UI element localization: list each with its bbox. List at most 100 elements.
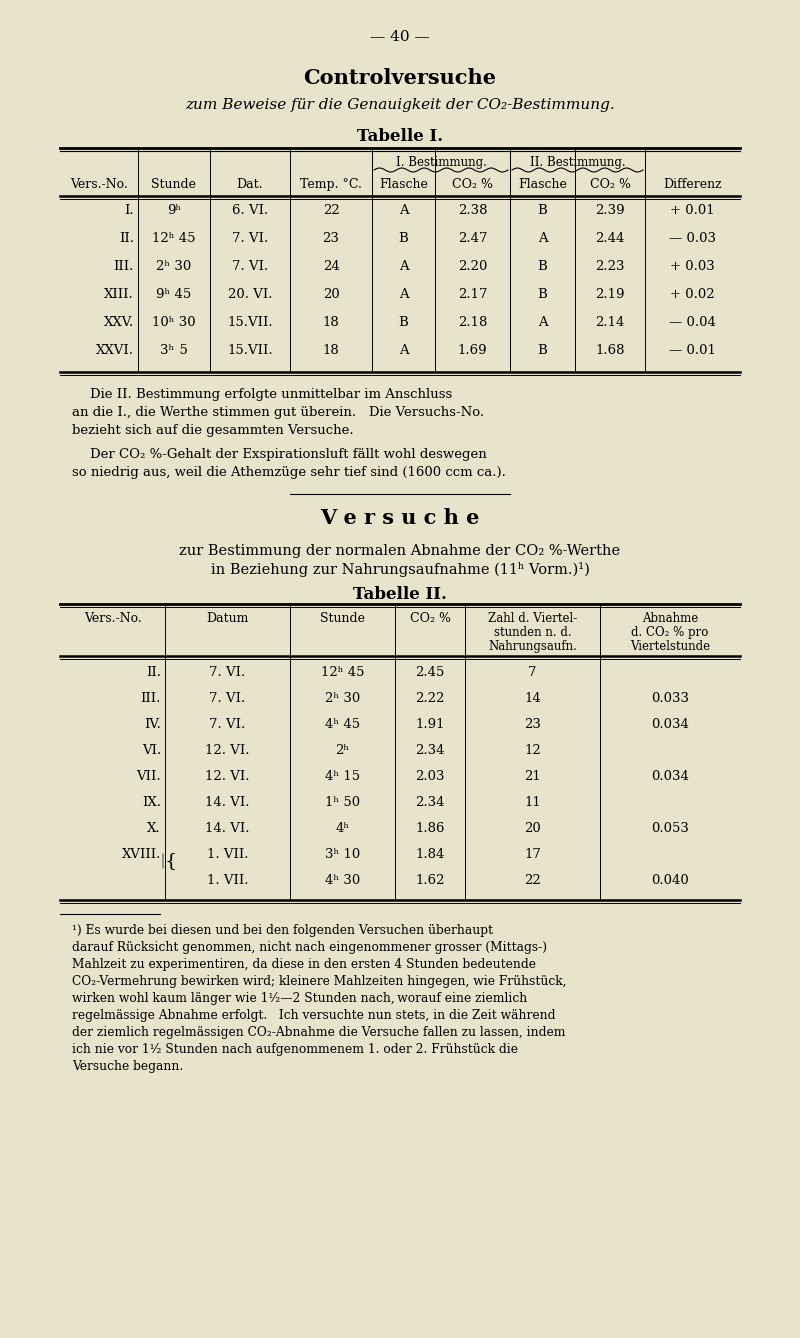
Text: B: B: [538, 260, 547, 273]
Text: V e r s u c h e: V e r s u c h e: [320, 508, 480, 529]
Text: 14. VI.: 14. VI.: [206, 796, 250, 809]
Text: ich nie vor 1¹⁄₂ Stunden nach aufgenommenem 1. oder 2. Frühstück die: ich nie vor 1¹⁄₂ Stunden nach aufgenomme…: [72, 1044, 518, 1056]
Text: 12: 12: [524, 744, 541, 757]
Text: 2.23: 2.23: [595, 260, 625, 273]
Text: Temp. °C.: Temp. °C.: [300, 178, 362, 191]
Text: 2ʰ 30: 2ʰ 30: [325, 692, 360, 705]
Text: Zahl d. Viertel-: Zahl d. Viertel-: [488, 611, 577, 625]
Text: 1. VII.: 1. VII.: [206, 848, 248, 860]
Text: 1ʰ 50: 1ʰ 50: [325, 796, 360, 809]
Text: 2.38: 2.38: [458, 203, 487, 217]
Text: regelmässige Abnahme erfolgt.   Ich versuchte nun stets, in die Zeit während: regelmässige Abnahme erfolgt. Ich versuc…: [72, 1009, 555, 1022]
Text: B: B: [398, 316, 408, 329]
Text: 2.34: 2.34: [415, 796, 445, 809]
Text: darauf Rücksicht genommen, nicht nach eingenommener grosser (Mittags-): darauf Rücksicht genommen, nicht nach ei…: [72, 941, 547, 954]
Text: 18: 18: [322, 344, 339, 357]
Text: 12ʰ 45: 12ʰ 45: [321, 666, 364, 678]
Text: Nahrungsaufn.: Nahrungsaufn.: [488, 640, 577, 653]
Text: A: A: [398, 288, 408, 301]
Text: 2.19: 2.19: [595, 288, 625, 301]
Text: A: A: [398, 260, 408, 273]
Text: — 0.01: — 0.01: [669, 344, 716, 357]
Text: — 0.04: — 0.04: [669, 316, 716, 329]
Text: 20. VI.: 20. VI.: [228, 288, 272, 301]
Text: + 0.03: + 0.03: [670, 260, 715, 273]
Text: 7. VI.: 7. VI.: [232, 231, 268, 245]
Text: 9ʰ: 9ʰ: [167, 203, 181, 217]
Text: 14: 14: [524, 692, 541, 705]
Text: 2.39: 2.39: [595, 203, 625, 217]
Text: Flasche: Flasche: [379, 178, 428, 191]
Text: 21: 21: [524, 769, 541, 783]
Text: 1.62: 1.62: [415, 874, 445, 887]
Text: B: B: [538, 344, 547, 357]
Text: 2.44: 2.44: [595, 231, 625, 245]
Text: 15.VII.: 15.VII.: [227, 344, 273, 357]
Text: IX.: IX.: [142, 796, 161, 809]
Text: wirken wohl kaum länger wie 1¹⁄₂—2 Stunden nach, worauf eine ziemlich: wirken wohl kaum länger wie 1¹⁄₂—2 Stund…: [72, 991, 527, 1005]
Text: IV.: IV.: [144, 719, 161, 731]
Text: 7: 7: [528, 666, 537, 678]
Text: Stunde: Stunde: [151, 178, 197, 191]
Text: Abnahme: Abnahme: [642, 611, 698, 625]
Text: 0.040: 0.040: [651, 874, 689, 887]
Text: 2.18: 2.18: [458, 316, 487, 329]
Text: zur Bestimmung der normalen Abnahme der CO₂ %-Werthe: zur Bestimmung der normalen Abnahme der …: [179, 545, 621, 558]
Text: 7. VI.: 7. VI.: [210, 692, 246, 705]
Text: 0.053: 0.053: [651, 822, 689, 835]
Text: B: B: [398, 231, 408, 245]
Text: {: {: [165, 852, 178, 870]
Text: bezieht sich auf die gesammten Versuche.: bezieht sich auf die gesammten Versuche.: [72, 424, 354, 438]
Text: A: A: [398, 203, 408, 217]
Text: Versuche begann.: Versuche begann.: [72, 1060, 183, 1073]
Text: 7. VI.: 7. VI.: [232, 260, 268, 273]
Text: Datum: Datum: [206, 611, 249, 625]
Text: 3ʰ 10: 3ʰ 10: [325, 848, 360, 860]
Text: 17: 17: [524, 848, 541, 860]
Text: Viertelstunde: Viertelstunde: [630, 640, 710, 653]
Text: Stunde: Stunde: [320, 611, 365, 625]
Text: 2.14: 2.14: [595, 316, 625, 329]
Text: XVIII.: XVIII.: [122, 848, 161, 860]
Text: CO₂ %: CO₂ %: [410, 611, 450, 625]
Text: — 40 —: — 40 —: [370, 29, 430, 44]
Text: 1.69: 1.69: [458, 344, 487, 357]
Text: der ziemlich regelmässigen CO₂-Abnahme die Versuche fallen zu lassen, indem: der ziemlich regelmässigen CO₂-Abnahme d…: [72, 1026, 566, 1040]
Text: XXV.: XXV.: [104, 316, 134, 329]
Text: stunden n. d.: stunden n. d.: [494, 626, 571, 640]
Text: Tabelle II.: Tabelle II.: [353, 586, 447, 603]
Text: 11: 11: [524, 796, 541, 809]
Text: CO₂-Vermehrung bewirken wird; kleinere Mahlzeiten hingegen, wie Frühstück,: CO₂-Vermehrung bewirken wird; kleinere M…: [72, 975, 566, 987]
Text: CO₂ %: CO₂ %: [452, 178, 493, 191]
Text: Der CO₂ %-Gehalt der Exspirationsluft fällt wohl deswegen: Der CO₂ %-Gehalt der Exspirationsluft fä…: [90, 448, 486, 462]
Text: in Beziehung zur Nahrungsaufnahme (11ʰ Vorm.)¹): in Beziehung zur Nahrungsaufnahme (11ʰ V…: [210, 562, 590, 577]
Text: Mahlzeit zu experimentiren, da diese in den ersten 4 Stunden bedeutende: Mahlzeit zu experimentiren, da diese in …: [72, 958, 536, 971]
Text: Differenz: Differenz: [663, 178, 722, 191]
Text: Tabelle I.: Tabelle I.: [357, 128, 443, 145]
Text: 15.VII.: 15.VII.: [227, 316, 273, 329]
Text: 2.22: 2.22: [415, 692, 445, 705]
Text: Controlversuche: Controlversuche: [303, 68, 497, 88]
Text: 12ʰ 45: 12ʰ 45: [152, 231, 196, 245]
Text: XXVI.: XXVI.: [96, 344, 134, 357]
Text: d. CO₂ % pro: d. CO₂ % pro: [631, 626, 709, 640]
Text: 0.034: 0.034: [651, 769, 689, 783]
Text: 1. VII.: 1. VII.: [206, 874, 248, 887]
Text: 23: 23: [524, 719, 541, 731]
Text: II.: II.: [119, 231, 134, 245]
Text: X.: X.: [147, 822, 161, 835]
Text: 4ʰ 15: 4ʰ 15: [325, 769, 360, 783]
Text: + 0.02: + 0.02: [670, 288, 715, 301]
Text: 2.17: 2.17: [458, 288, 487, 301]
Text: 12. VI.: 12. VI.: [206, 769, 250, 783]
Text: 0.034: 0.034: [651, 719, 689, 731]
Text: 2.47: 2.47: [458, 231, 487, 245]
Text: 1.68: 1.68: [595, 344, 625, 357]
Text: 2ʰ 30: 2ʰ 30: [156, 260, 192, 273]
Text: II. Bestimmung.: II. Bestimmung.: [530, 157, 626, 169]
Text: 14. VI.: 14. VI.: [206, 822, 250, 835]
Text: 22: 22: [322, 203, 339, 217]
Text: I. Bestimmung.: I. Bestimmung.: [395, 157, 486, 169]
Text: 0.033: 0.033: [651, 692, 689, 705]
Text: Die II. Bestimmung erfolgte unmittelbar im Anschluss: Die II. Bestimmung erfolgte unmittelbar …: [90, 388, 452, 401]
